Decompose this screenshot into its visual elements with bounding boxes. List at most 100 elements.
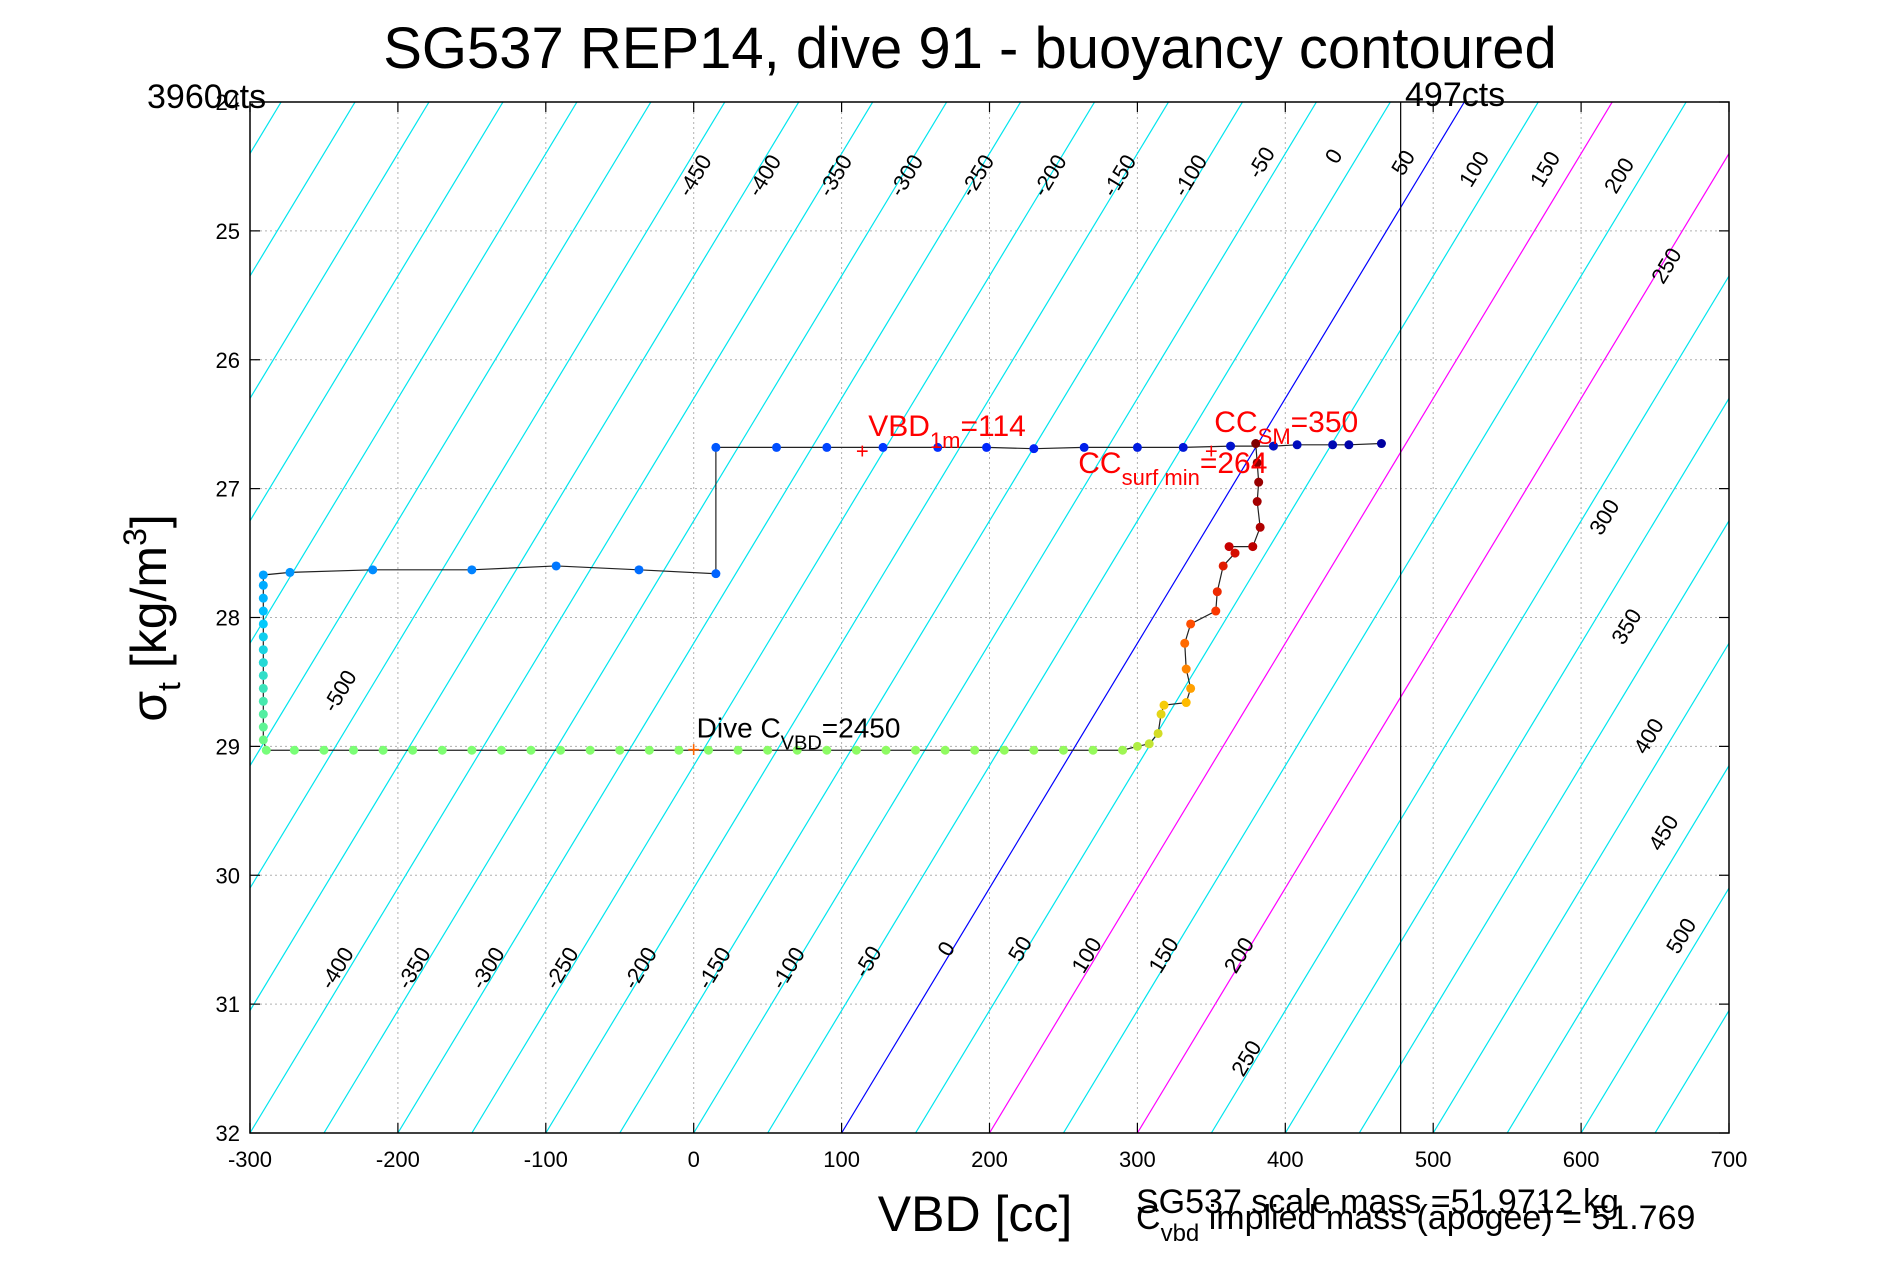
y-axis-label-units-sup: 3 — [117, 528, 153, 546]
trajectory-point — [644, 745, 654, 755]
x-axis-label: VBD [cc] — [878, 1186, 1072, 1242]
annotation-subscript: surf min — [1122, 465, 1200, 490]
annotation-subscript: 1m — [930, 428, 961, 453]
contour-line — [250, 102, 874, 1133]
trajectory-point — [911, 745, 921, 755]
contour-line — [841, 102, 1465, 1133]
x-tick-label: -300 — [228, 1147, 272, 1172]
trajectory-point — [940, 745, 950, 755]
trajectory-point — [999, 745, 1009, 755]
contour-line — [250, 102, 800, 1012]
annotation-label: VBD1m=114 — [868, 410, 1026, 453]
x-tick-label: -100 — [524, 1147, 568, 1172]
annotation-label: Dive CVBD=2450 — [697, 712, 901, 754]
y-tick-label: 31 — [216, 992, 240, 1017]
trajectory-point — [634, 565, 644, 575]
scale-mass-note: SG537 scale mass =51.9712 kg — [1136, 1183, 1619, 1221]
trajectory-point — [1156, 709, 1166, 719]
y-tick-label: 25 — [216, 219, 240, 244]
trajectory-point — [467, 745, 477, 755]
trajectory-point — [1292, 440, 1302, 450]
trajectory-point — [258, 570, 268, 580]
contour-line — [1580, 886, 1729, 1133]
trajectory-point — [496, 745, 506, 755]
trajectory-point — [1226, 441, 1236, 451]
annotation-value: =264 — [1200, 447, 1268, 480]
trajectory-point — [711, 569, 721, 579]
x-tick-label: 300 — [1119, 1147, 1156, 1172]
trajectory-point — [585, 745, 595, 755]
annotation-subscript: SM — [1258, 424, 1291, 449]
trajectory-point — [1251, 439, 1261, 449]
trajectory-point — [1178, 442, 1188, 452]
y-tick-label: 26 — [216, 348, 240, 373]
y-axis-label-symbol: σ — [121, 691, 177, 722]
axis-ticks: -300 -200 -100 0 100 200 300 400 500 600 700 24 25 26… — [216, 90, 1748, 1172]
contour-line — [1210, 274, 1729, 1133]
x-tick-label: 0 — [688, 1147, 700, 1172]
contour-line — [397, 102, 1022, 1133]
trajectory-point — [982, 442, 992, 452]
contour-line — [1432, 642, 1729, 1133]
y-tick-label: 29 — [216, 734, 240, 759]
contour-line — [323, 102, 948, 1133]
trajectory-point — [258, 735, 268, 745]
trajectory-point — [437, 745, 447, 755]
trajectory-point — [258, 606, 268, 616]
trajectory-point — [674, 745, 684, 755]
trajectory-point — [881, 745, 891, 755]
trajectory-point — [822, 442, 832, 452]
implied-mass-subscript: vbd — [1161, 1220, 1200, 1247]
trajectory-point — [1248, 542, 1258, 552]
corner-label-left: 3960cts — [147, 78, 266, 116]
trajectory-point — [1088, 745, 1098, 755]
trajectory-point — [526, 745, 536, 755]
trajectory-point — [1328, 440, 1338, 450]
trajectory-point — [703, 745, 713, 755]
trajectory-point — [1180, 638, 1190, 648]
contour-line — [250, 102, 356, 278]
trajectory-point — [1255, 522, 1265, 532]
trajectory-point — [1218, 561, 1228, 571]
trajectory-point — [378, 745, 388, 755]
contour-line — [1062, 102, 1687, 1133]
contour-line — [545, 102, 1170, 1133]
trajectory-point — [258, 683, 268, 693]
trajectory-point — [258, 645, 268, 655]
y-axis-label-units-close: ] — [121, 514, 177, 528]
trajectory-point — [1376, 439, 1386, 449]
trajectory-point — [1058, 745, 1068, 755]
y-tick-label: 28 — [216, 606, 240, 631]
trajectory-point — [851, 745, 861, 755]
annotation-value: =114 — [960, 410, 1025, 443]
trajectory-point — [1268, 441, 1278, 451]
trajectory-point — [1029, 745, 1039, 755]
trajectory-point — [1153, 728, 1163, 738]
trajectory-point — [1344, 440, 1354, 450]
x-tick-label: 500 — [1415, 1147, 1452, 1172]
x-tick-label: 200 — [971, 1147, 1008, 1172]
trajectory-point — [258, 696, 268, 706]
trajectory-point — [258, 632, 268, 642]
trajectory-point — [1132, 741, 1142, 751]
y-tick-label: 30 — [216, 863, 240, 888]
trajectory-point — [792, 745, 802, 755]
trajectory-point — [1159, 700, 1169, 710]
trajectory-point — [258, 619, 268, 629]
buoyancy-contours — [250, 102, 1729, 1133]
trajectory-point — [1211, 606, 1221, 616]
trajectory-point — [467, 565, 477, 575]
annotation-main: CC — [1078, 447, 1121, 480]
trajectory-point — [1186, 619, 1196, 629]
contour-line — [988, 102, 1613, 1133]
trajectory-point — [285, 567, 295, 577]
trajectory-point — [258, 722, 268, 732]
annotation-value: =2450 — [822, 712, 901, 743]
trajectory-point — [1029, 444, 1039, 454]
trajectory-point — [349, 745, 359, 755]
contour-line — [1358, 519, 1729, 1133]
trajectory-point — [772, 442, 782, 452]
